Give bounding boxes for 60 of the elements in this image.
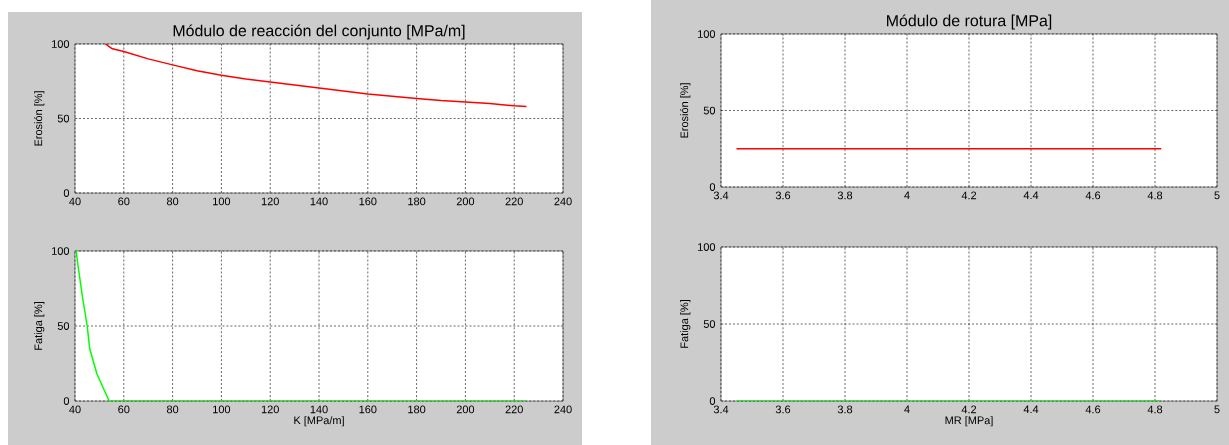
x-tick-label: 80 <box>166 197 179 206</box>
y-tick-label: 100 <box>698 30 716 38</box>
x-tick-label: 4.8 <box>1147 191 1163 200</box>
x-tick-label: 4.4 <box>1023 405 1039 414</box>
x-tick-label: 3.4 <box>713 405 729 414</box>
x-tick-label: 140 <box>310 197 328 206</box>
y-tick-label: 0 <box>709 183 716 191</box>
x-tick-label: 3.6 <box>775 191 791 200</box>
x-tick-label: 240 <box>554 197 572 206</box>
y-tick-label: 50 <box>703 106 716 115</box>
x-tick-label: 5 <box>1214 405 1220 414</box>
x-tick-label: 3.4 <box>713 191 729 200</box>
x-tick-label: 100 <box>213 197 231 206</box>
x-tick-label: 40 <box>69 405 81 414</box>
chart-title: Módulo de rotura [MPa] <box>887 14 1052 30</box>
x-tick-label: 4.2 <box>961 191 977 200</box>
x-tick-label: 180 <box>408 197 426 206</box>
x-tick-label: 4.4 <box>1023 191 1039 200</box>
y-tick-label: 50 <box>703 320 716 328</box>
y-tick-label: 100 <box>52 247 70 255</box>
x-tick-label: 4.6 <box>1085 191 1101 200</box>
x-tick-label: 140 <box>310 405 328 414</box>
x-tick-label: 100 <box>213 405 231 414</box>
x-tick-label: 3.6 <box>775 405 791 414</box>
x-tick-label: 4 <box>904 191 910 200</box>
x-tick-label: 240 <box>554 405 572 414</box>
x-tick-label: 180 <box>408 405 426 414</box>
x-tick-label: 160 <box>359 405 377 414</box>
x-tick-label: 4.6 <box>1085 405 1101 414</box>
x-tick-label: 120 <box>261 405 279 414</box>
y-tick-label: 0 <box>63 189 70 197</box>
x-tick-label: 160 <box>359 197 377 206</box>
x-tick-label: 4 <box>904 405 910 414</box>
x-tick-label: 80 <box>166 405 179 414</box>
x-axis-title: MR [MPa] <box>945 416 993 427</box>
x-tick-label: 220 <box>505 405 523 414</box>
y-tick-label: 0 <box>709 397 716 405</box>
x-tick-label: 60 <box>118 405 130 414</box>
chart-title: Módulo de reacción del conjunto [MPa/m] <box>173 24 465 40</box>
y-tick-label: 50 <box>57 322 70 330</box>
y-tick-label: 50 <box>57 114 70 123</box>
y-axis-title: Erosión [%] <box>680 83 691 138</box>
y-axis-title: Fatiga [%] <box>680 300 691 348</box>
x-tick-label: 120 <box>261 197 279 206</box>
y-tick-label: 100 <box>698 243 716 251</box>
x-tick-label: 3.8 <box>837 191 853 200</box>
x-tick-label: 4.2 <box>961 405 977 414</box>
y-axis-title: Erosión [%] <box>34 91 45 146</box>
x-axis-title: K [MPa/m] <box>294 416 344 427</box>
y-axis-title: Fatiga [%] <box>34 302 45 350</box>
x-tick-label: 200 <box>456 405 475 414</box>
x-tick-label: 4.8 <box>1147 405 1163 414</box>
x-tick-label: 5 <box>1214 191 1220 200</box>
x-tick-label: 200 <box>456 197 475 206</box>
x-tick-label: 220 <box>505 197 523 206</box>
x-tick-label: 40 <box>69 197 81 206</box>
x-tick-label: 60 <box>118 197 130 206</box>
x-tick-label: 3.8 <box>837 405 853 414</box>
y-tick-label: 0 <box>63 397 70 405</box>
y-tick-label: 100 <box>52 40 70 48</box>
